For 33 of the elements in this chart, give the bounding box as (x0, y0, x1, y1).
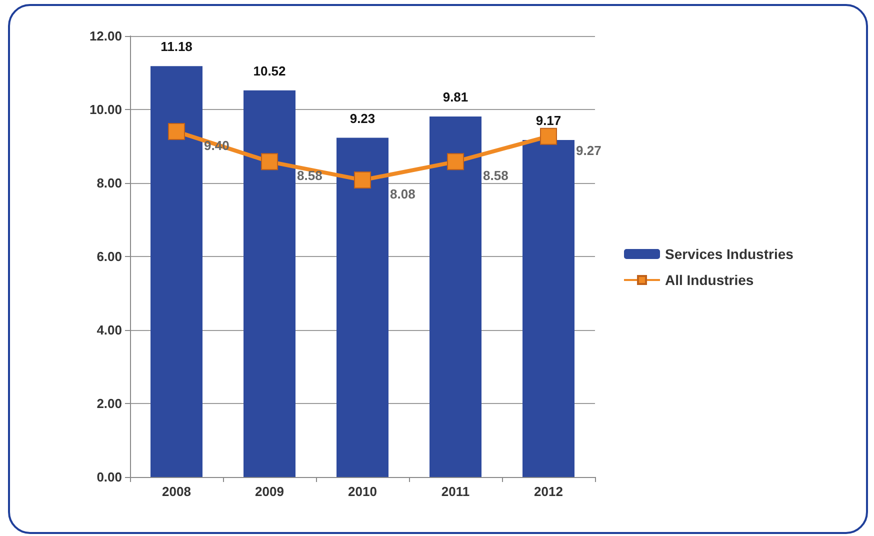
y-tick-label: 12.00 (89, 28, 122, 44)
y-tick-label: 0.00 (96, 470, 122, 484)
legend-label: All Industries (665, 272, 754, 288)
x-tick-label: 2008 (162, 484, 191, 499)
bar (336, 138, 388, 477)
data-label: 8.58 (297, 168, 322, 184)
bar (430, 116, 482, 477)
legend-label: Services Industries (665, 246, 794, 262)
y-tick-label: 4.00 (96, 322, 122, 338)
data-label: 8.08 (390, 186, 416, 202)
point (447, 153, 464, 170)
x-tick-label: 2012 (534, 484, 563, 499)
y-tick-label: 10.00 (89, 102, 122, 117)
bar (150, 66, 202, 477)
x-tick-label: 2009 (255, 484, 284, 499)
y-tick-label: 6.00 (96, 249, 122, 264)
point (261, 153, 278, 170)
data-label: 10.52 (253, 63, 286, 78)
y-tick-label: 2.00 (96, 396, 122, 411)
y-tick-label: 8.00 (96, 176, 122, 190)
point (540, 128, 557, 145)
data-label: 11.18 (160, 39, 192, 54)
x-tick-label: 2010 (348, 484, 377, 499)
data-label: 8.58 (483, 168, 508, 184)
data-label: 9.81 (442, 89, 468, 104)
bar (522, 140, 574, 477)
point (354, 172, 371, 189)
bar (244, 90, 296, 477)
x-tick-label: 2011 (441, 484, 470, 499)
data-label: 9.23 (350, 110, 376, 126)
point (168, 123, 185, 140)
data-label: 9.27 (576, 142, 602, 158)
data-label: 9.17 (536, 113, 562, 128)
